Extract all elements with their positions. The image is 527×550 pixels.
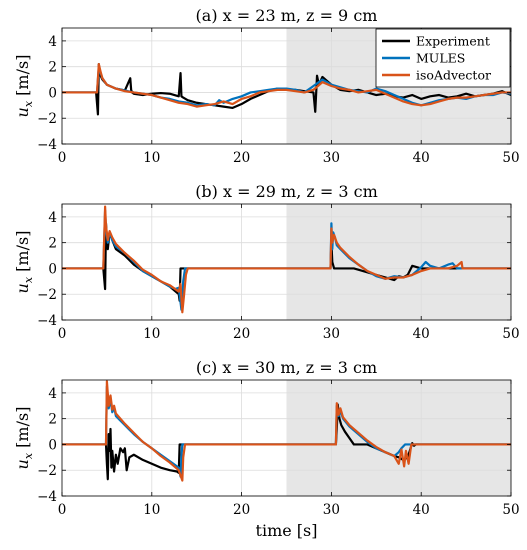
legend-label: Experiment — [416, 34, 490, 49]
panel-1: 0 10 20 30 40 50 −4 −2 0 2 4 (a) x = 23 m, z = 9 cm… — [13, 6, 520, 166]
y-tick-label: 0 — [48, 261, 57, 277]
x-tick-label: 30 — [323, 150, 340, 166]
axes-box — [61, 203, 512, 321]
x-tick-label: 30 — [323, 326, 340, 342]
y-tick-label: −4 — [37, 313, 57, 329]
x-tick-label: 0 — [58, 326, 67, 342]
panel-title: (a) x = 23 m, z = 9 cm — [196, 6, 378, 25]
y-tick-label: 2 — [48, 412, 57, 428]
x-tick-label: 20 — [233, 502, 250, 518]
y-tick-label: 0 — [48, 85, 57, 101]
x-tick-label: 20 — [233, 326, 250, 342]
panel-2: 0 10 20 30 40 50 −4 −2 0 2 4 (b) x = 29 m, z = 3 cm… — [13, 182, 520, 342]
x-tick-label: 30 — [323, 502, 340, 518]
shaded-region — [286, 204, 511, 320]
y-tick-label: −4 — [37, 489, 57, 505]
series-group — [62, 62, 511, 116]
x-tick-label: 10 — [143, 326, 160, 342]
x-tick-label: 40 — [413, 150, 430, 166]
series-line-isoadvector — [62, 62, 511, 108]
series-line-experiment — [62, 62, 511, 116]
shaded-region — [286, 380, 511, 496]
x-tick-label: 10 — [143, 502, 160, 518]
y-tick-label: 2 — [48, 236, 57, 252]
y-tick-label: 2 — [48, 60, 57, 76]
x-tick-label: 40 — [413, 326, 430, 342]
y-tick-label: 4 — [48, 386, 57, 402]
x-tick-label: 10 — [143, 150, 160, 166]
y-tick-label: −4 — [37, 137, 57, 153]
panel-3: 0 10 20 30 40 50 −4 −2 0 2 4 (c) x = 30 m, z = 3 cm… — [13, 358, 520, 540]
y-tick-label: 0 — [48, 437, 57, 453]
x-tick-label: 0 — [58, 150, 67, 166]
x-axis-label: time [s] — [256, 521, 318, 540]
series-group — [62, 205, 511, 314]
y-axis-label: ux [m/s] — [13, 231, 35, 294]
axes-box — [61, 379, 512, 497]
y-tick-label: −2 — [37, 463, 57, 479]
panel-title: (b) x = 29 m, z = 3 cm — [195, 182, 378, 201]
y-tick-label: −2 — [37, 111, 57, 127]
legend-label: isoAdvector — [416, 68, 491, 83]
axes-box — [61, 27, 512, 145]
y-axis-label: ux [m/s] — [13, 55, 35, 118]
x-tick-label: 40 — [413, 502, 430, 518]
legend: Experiment MULES isoAdvector — [375, 28, 511, 88]
legend-label: MULES — [416, 51, 465, 66]
x-tick-label: 50 — [502, 150, 519, 166]
y-tick-label: 4 — [48, 210, 57, 226]
series-group — [62, 380, 511, 482]
x-tick-label: 50 — [502, 502, 519, 518]
x-tick-label: 20 — [233, 150, 250, 166]
y-tick-label: −2 — [37, 287, 57, 303]
series-line-isoadvector — [62, 205, 511, 314]
panel-title: (c) x = 30 m, z = 3 cm — [196, 358, 377, 377]
y-axis-label: ux [m/s] — [13, 407, 35, 470]
x-tick-label: 0 — [58, 502, 67, 518]
y-tick-label: 4 — [48, 34, 57, 50]
series-line-isoadvector — [62, 380, 511, 482]
x-tick-label: 50 — [502, 326, 519, 342]
